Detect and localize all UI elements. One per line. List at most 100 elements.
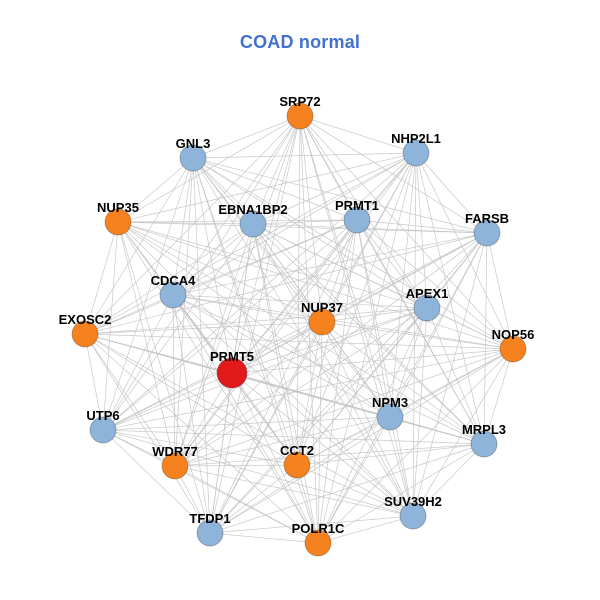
edge (426, 307, 514, 350)
edge (296, 115, 301, 466)
node-srp72 (286, 102, 314, 130)
edge (192, 157, 428, 309)
edge (117, 221, 391, 418)
node-nop56 (499, 335, 527, 363)
node-label-polr1c: POLR1C (292, 521, 345, 536)
edge (356, 219, 514, 350)
edge (102, 294, 174, 431)
edge (231, 152, 417, 374)
edge (102, 307, 428, 431)
edge (412, 232, 488, 517)
edge (296, 416, 391, 466)
edge (84, 219, 358, 335)
edge (192, 157, 323, 323)
edge (172, 157, 194, 296)
edge (356, 219, 391, 418)
node-label-nhp2l1: NHP2L1 (391, 131, 441, 146)
edge (117, 221, 428, 309)
edge (117, 152, 417, 223)
edge (84, 294, 174, 335)
edge (412, 443, 485, 517)
edge (102, 429, 414, 517)
edge (172, 294, 211, 534)
edge (84, 333, 176, 467)
edge (321, 321, 485, 445)
edge (84, 223, 254, 335)
edge (317, 416, 391, 544)
edge (117, 221, 485, 445)
edge (356, 219, 488, 234)
edge (84, 333, 211, 534)
nodes (71, 102, 527, 557)
edge (117, 221, 319, 544)
edge (252, 219, 358, 225)
edge (356, 152, 417, 221)
edge (117, 221, 514, 350)
edge (102, 232, 488, 431)
edge (415, 152, 485, 445)
edge (117, 221, 323, 323)
node-label-ebna1bp2: EBNA1BP2 (218, 202, 287, 217)
edge (192, 157, 319, 544)
edge (172, 223, 254, 296)
edge (174, 465, 414, 517)
edge (102, 219, 358, 431)
edge (174, 321, 323, 467)
node-cdca4 (159, 281, 187, 309)
edge (174, 152, 417, 467)
node-exosc2 (71, 320, 99, 348)
node-label-srp72: SRP72 (279, 94, 320, 109)
edge (252, 223, 414, 517)
edge (172, 294, 514, 350)
edge (426, 307, 485, 445)
edge (231, 115, 301, 374)
edge (174, 443, 485, 467)
edge (299, 115, 488, 234)
edge (84, 307, 428, 335)
edge (252, 223, 488, 234)
node-label-nup37: NUP37 (301, 300, 343, 315)
edge (415, 152, 488, 234)
node-gnl3 (179, 144, 207, 172)
edge (174, 232, 488, 467)
node-label-wdr77: WDR77 (152, 444, 198, 459)
edge (174, 464, 298, 467)
edge (84, 333, 298, 466)
edge (299, 115, 414, 517)
edge (252, 223, 298, 466)
edge (192, 157, 358, 221)
edge (84, 333, 514, 350)
edge (356, 219, 428, 309)
edge (231, 372, 319, 544)
edge (299, 115, 323, 323)
node-prmt5 (216, 357, 248, 389)
edge (117, 115, 301, 223)
edge (84, 232, 488, 335)
node-label-prmt5: PRMT5 (210, 349, 254, 364)
edge (296, 348, 514, 466)
edge (174, 115, 301, 467)
node-nup37 (308, 308, 336, 336)
node-farsb (473, 219, 501, 247)
edge (299, 115, 391, 418)
edge (231, 321, 323, 374)
edge (102, 429, 485, 445)
edge (317, 443, 485, 544)
edge (252, 152, 417, 225)
edge (117, 221, 176, 467)
edge (389, 416, 414, 517)
edge (117, 219, 358, 223)
edge (389, 152, 417, 418)
edge (192, 157, 254, 225)
edge (84, 333, 414, 517)
edge (84, 333, 485, 445)
edge (172, 232, 488, 296)
edge (231, 219, 358, 374)
edge (209, 515, 414, 534)
node-nup35 (104, 208, 132, 236)
edge (231, 372, 298, 466)
node-label-npm3: NPM3 (372, 395, 408, 410)
edge (296, 443, 485, 466)
